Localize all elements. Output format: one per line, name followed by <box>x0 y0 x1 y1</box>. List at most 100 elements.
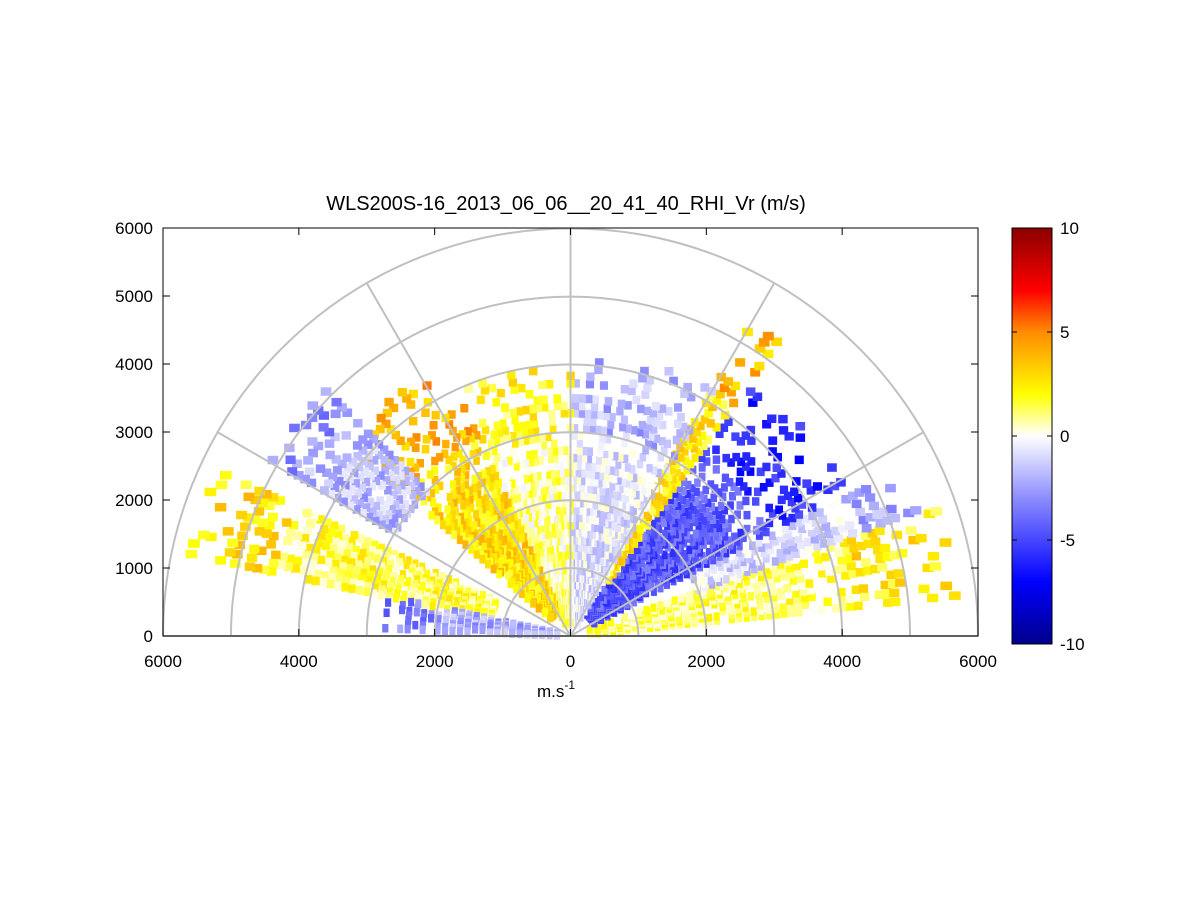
data-cell <box>787 570 796 579</box>
data-cell <box>758 572 765 582</box>
data-cell <box>382 408 392 418</box>
data-cell <box>316 515 325 524</box>
data-cell <box>602 518 609 528</box>
data-cell <box>493 421 501 430</box>
data-cell <box>762 534 770 544</box>
data-cell <box>823 485 833 494</box>
data-cell <box>586 576 593 585</box>
data-cell <box>515 407 524 416</box>
data-cell <box>657 516 664 525</box>
data-cell <box>792 549 801 558</box>
data-cell <box>489 465 496 474</box>
data-cell <box>890 597 901 607</box>
y-tick-label: 6000 <box>115 219 153 238</box>
data-cell <box>357 483 366 492</box>
data-cell <box>313 406 324 415</box>
data-cell <box>851 552 861 561</box>
data-cell <box>284 443 295 453</box>
data-cell <box>474 447 482 456</box>
data-cell <box>889 550 900 560</box>
data-cell <box>352 505 361 514</box>
data-cell <box>779 566 787 575</box>
data-cell <box>726 563 733 572</box>
data-cell <box>549 553 556 562</box>
data-cell <box>775 579 783 589</box>
sector-right-mid <box>689 483 922 594</box>
data-cell <box>372 476 381 486</box>
data-cell <box>479 625 486 635</box>
data-cell <box>314 539 323 548</box>
data-cell <box>744 567 751 576</box>
data-cell <box>873 545 883 555</box>
data-cell <box>404 624 411 634</box>
data-cell <box>785 552 794 561</box>
data-cell <box>778 554 786 564</box>
data-cell <box>700 441 708 450</box>
data-cell <box>381 419 391 429</box>
data-cell <box>621 518 627 527</box>
data-cell <box>683 519 690 528</box>
data-cell <box>409 416 418 426</box>
data-cell <box>381 466 390 475</box>
data-cell <box>678 504 685 513</box>
data-cell <box>747 436 756 445</box>
data-cell <box>390 456 399 465</box>
data-cell <box>918 584 930 594</box>
data-cell <box>559 558 566 568</box>
data-cell <box>515 430 523 439</box>
data-cell <box>636 428 644 437</box>
data-cell <box>525 390 534 399</box>
data-cell <box>470 424 478 433</box>
data-cell <box>623 555 630 565</box>
data-cell <box>431 507 438 516</box>
data-cell <box>637 501 644 510</box>
data-cell <box>699 503 706 513</box>
data-cell <box>562 619 568 628</box>
data-cell <box>356 499 365 508</box>
data-cell <box>385 524 393 533</box>
data-cell <box>485 519 492 528</box>
data-cell <box>685 440 693 450</box>
data-cell <box>577 506 584 515</box>
data-cell <box>522 405 530 415</box>
data-cell <box>654 500 661 509</box>
data-cell <box>638 374 647 383</box>
data-cell <box>554 514 561 523</box>
data-cell <box>680 389 689 399</box>
data-cell <box>844 554 854 563</box>
data-cell <box>445 455 453 465</box>
data-cell <box>293 531 303 540</box>
data-cell <box>693 428 701 437</box>
data-cell <box>670 484 677 493</box>
data-cell <box>422 435 431 444</box>
data-cell <box>524 482 531 491</box>
data-cell <box>858 584 869 593</box>
data-cell <box>696 421 705 431</box>
data-cell <box>382 500 390 510</box>
data-cell <box>630 514 637 524</box>
data-cell <box>662 496 669 506</box>
data-cell <box>488 517 495 526</box>
x-tick-label: 0 <box>566 652 575 671</box>
data-cell <box>508 505 515 515</box>
data-cell <box>768 581 775 591</box>
data-cell <box>634 508 641 517</box>
data-cell <box>388 481 396 490</box>
data-cell <box>349 578 358 587</box>
data-cell <box>490 430 498 439</box>
data-cell <box>594 365 603 375</box>
data-cell <box>324 439 335 448</box>
data-cell <box>599 487 606 496</box>
data-cell <box>679 422 688 432</box>
data-cell <box>800 593 809 603</box>
data-cell <box>386 471 395 480</box>
data-cell <box>523 574 530 584</box>
data-cell <box>725 523 732 533</box>
data-cell <box>451 519 458 528</box>
data-cell <box>703 457 711 466</box>
data-cell <box>689 465 697 475</box>
data-cell <box>712 465 720 474</box>
data-cell <box>747 592 754 601</box>
data-cell <box>385 592 392 601</box>
data-cell <box>762 588 769 598</box>
